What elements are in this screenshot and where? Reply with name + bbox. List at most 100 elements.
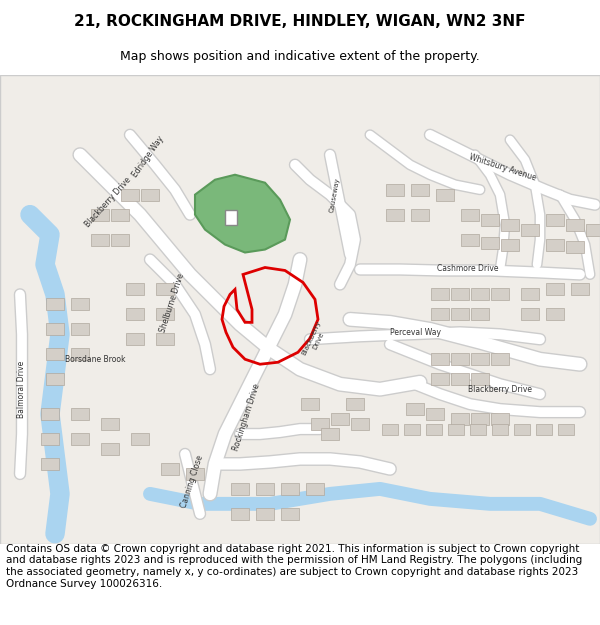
- Bar: [331, 413, 349, 425]
- Bar: [451, 288, 469, 301]
- Bar: [514, 424, 530, 434]
- Bar: [126, 308, 144, 321]
- Bar: [546, 239, 564, 251]
- Bar: [71, 433, 89, 445]
- Bar: [41, 433, 59, 445]
- Bar: [461, 234, 479, 246]
- Bar: [451, 308, 469, 321]
- Bar: [131, 433, 149, 445]
- Bar: [431, 373, 449, 385]
- Bar: [281, 483, 299, 495]
- Bar: [111, 234, 129, 246]
- Bar: [126, 284, 144, 296]
- Text: Whitsbury Avenue: Whitsbury Avenue: [469, 152, 538, 183]
- Bar: [566, 241, 584, 252]
- Bar: [431, 288, 449, 301]
- Bar: [231, 483, 249, 495]
- Bar: [404, 424, 420, 434]
- Bar: [156, 284, 174, 296]
- Text: Canning Close: Canning Close: [179, 454, 205, 509]
- Text: 21, ROCKINGHAM DRIVE, HINDLEY, WIGAN, WN2 3NF: 21, ROCKINGHAM DRIVE, HINDLEY, WIGAN, WN…: [74, 14, 526, 29]
- Bar: [431, 353, 449, 365]
- Bar: [46, 323, 64, 335]
- Bar: [436, 189, 454, 201]
- Bar: [431, 308, 449, 321]
- Bar: [491, 353, 509, 365]
- Bar: [186, 468, 204, 480]
- Bar: [91, 209, 109, 221]
- Bar: [386, 209, 404, 221]
- Bar: [501, 239, 519, 251]
- Bar: [386, 184, 404, 196]
- Bar: [161, 463, 179, 475]
- Bar: [471, 308, 489, 321]
- Text: Rockingham Drive: Rockingham Drive: [232, 382, 262, 452]
- Polygon shape: [195, 175, 290, 253]
- Bar: [156, 333, 174, 345]
- Bar: [470, 424, 486, 434]
- Bar: [426, 408, 444, 420]
- Bar: [126, 333, 144, 345]
- Bar: [382, 424, 398, 434]
- Text: Blackberry Drive: Blackberry Drive: [468, 384, 532, 394]
- Bar: [481, 237, 499, 249]
- Bar: [46, 348, 64, 360]
- Bar: [471, 373, 489, 385]
- Bar: [411, 184, 429, 196]
- Bar: [71, 298, 89, 311]
- Bar: [121, 189, 139, 201]
- Bar: [156, 308, 174, 321]
- Bar: [46, 373, 64, 385]
- Bar: [491, 413, 509, 425]
- Bar: [571, 284, 589, 296]
- Bar: [101, 443, 119, 455]
- Bar: [426, 424, 442, 434]
- Text: Borsdane Brook: Borsdane Brook: [65, 355, 125, 364]
- Bar: [311, 418, 329, 430]
- Bar: [351, 418, 369, 430]
- Bar: [406, 403, 424, 415]
- Text: Contains OS data © Crown copyright and database right 2021. This information is : Contains OS data © Crown copyright and d…: [6, 544, 582, 589]
- Bar: [481, 214, 499, 226]
- Bar: [451, 373, 469, 385]
- Bar: [521, 224, 539, 236]
- Bar: [71, 408, 89, 420]
- Bar: [451, 413, 469, 425]
- Bar: [492, 424, 508, 434]
- Bar: [46, 298, 64, 311]
- Bar: [101, 418, 119, 430]
- Bar: [461, 209, 479, 221]
- Text: Blackberry Drive: Blackberry Drive: [83, 176, 133, 229]
- Bar: [41, 458, 59, 470]
- Bar: [546, 214, 564, 226]
- Bar: [41, 408, 59, 420]
- Bar: [501, 219, 519, 231]
- Text: Map shows position and indicative extent of the property.: Map shows position and indicative extent…: [120, 50, 480, 62]
- Bar: [231, 508, 249, 520]
- Bar: [491, 288, 509, 301]
- Text: Causeway: Causeway: [329, 177, 341, 212]
- Bar: [471, 353, 489, 365]
- Bar: [471, 413, 489, 425]
- Bar: [521, 308, 539, 321]
- Text: Cashmore Drive: Cashmore Drive: [437, 264, 499, 273]
- Bar: [281, 508, 299, 520]
- Bar: [111, 209, 129, 221]
- Text: Edridge Way: Edridge Way: [131, 134, 166, 179]
- Bar: [471, 288, 489, 301]
- Bar: [71, 323, 89, 335]
- Bar: [346, 398, 364, 410]
- Bar: [566, 219, 584, 231]
- Bar: [141, 189, 159, 201]
- Bar: [71, 348, 89, 360]
- Bar: [256, 508, 274, 520]
- Bar: [451, 353, 469, 365]
- Text: Blackberry
Drive: Blackberry Drive: [301, 319, 329, 359]
- Polygon shape: [225, 209, 237, 224]
- Bar: [558, 424, 574, 434]
- Bar: [586, 224, 600, 236]
- Bar: [306, 483, 324, 495]
- Bar: [448, 424, 464, 434]
- Bar: [256, 483, 274, 495]
- Bar: [536, 424, 552, 434]
